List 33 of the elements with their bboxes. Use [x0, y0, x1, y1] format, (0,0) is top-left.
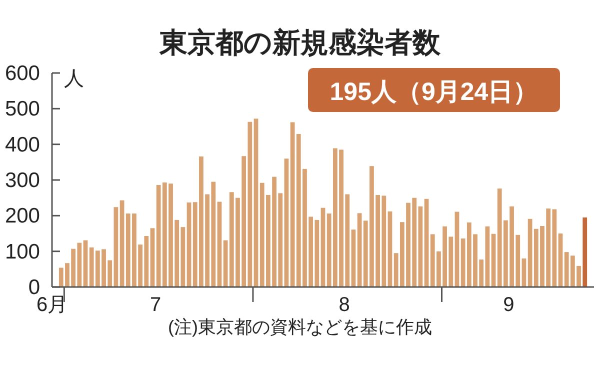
y-tick-label: 600	[4, 62, 40, 85]
bar	[290, 122, 295, 287]
bar	[186, 202, 192, 287]
bar	[284, 158, 289, 287]
bar	[558, 234, 563, 287]
y-tick-label: 500	[4, 98, 40, 121]
bar	[351, 230, 356, 287]
bar	[522, 258, 526, 287]
bar	[388, 211, 392, 287]
y-tick-label: 400	[4, 133, 40, 156]
bar	[491, 234, 496, 287]
bar	[217, 202, 222, 287]
y-tick-label: 300	[4, 169, 40, 192]
y-axis-title: 人	[64, 68, 84, 90]
x-tick-label: 8	[338, 294, 350, 316]
text: (注)東京都の資料などを基に作成	[168, 317, 432, 337]
bar	[424, 198, 429, 287]
bar	[357, 213, 362, 287]
bar	[150, 228, 155, 287]
x-tick-label: 9	[503, 294, 514, 316]
bar	[320, 208, 326, 287]
bar	[528, 218, 532, 287]
bar	[254, 118, 258, 287]
chart-title: 東京都の新規感染者数	[158, 27, 442, 58]
x-tick-label: 7	[150, 294, 162, 316]
annotation: 195人（9月24日）	[330, 78, 538, 106]
bar	[114, 207, 118, 287]
y-tick-label: 200	[4, 204, 40, 228]
bar	[120, 200, 124, 287]
bar	[582, 217, 588, 287]
bar	[83, 240, 88, 287]
bar	[454, 212, 460, 287]
y-tick-label: 100	[4, 240, 40, 264]
